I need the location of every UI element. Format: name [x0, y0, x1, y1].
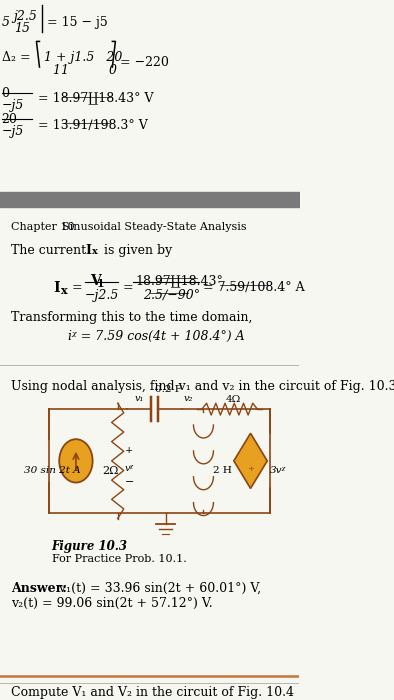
Text: 5: 5 [2, 16, 9, 29]
Text: 4Ω: 4Ω [225, 395, 241, 405]
Text: V: V [89, 274, 100, 288]
Polygon shape [234, 433, 267, 489]
Text: Using nodal analysis, find v₁ and v₂ in the circuit of Fig. 10.3.: Using nodal analysis, find v₁ and v₂ in … [11, 379, 394, 393]
Text: −j2.5: −j2.5 [85, 289, 119, 302]
Text: +: + [125, 446, 134, 455]
Text: = 15 − j5: = 15 − j5 [47, 16, 108, 29]
Text: v₂(t) = 99.06 sin(2t + 57.12°) V.: v₂(t) = 99.06 sin(2t + 57.12°) V. [11, 597, 212, 610]
Text: Answer:: Answer: [11, 582, 67, 594]
Text: Sinusoidal Steady-State Analysis: Sinusoidal Steady-State Analysis [62, 222, 247, 232]
Text: 15: 15 [14, 22, 30, 35]
Text: 18.97∐18.43°: 18.97∐18.43° [135, 274, 223, 287]
Text: 20: 20 [2, 113, 17, 127]
Text: −j5: −j5 [2, 99, 24, 111]
Text: 0: 0 [2, 87, 9, 100]
Text: iᵡ = 7.59 cos(4t + 108.4°) A: iᵡ = 7.59 cos(4t + 108.4°) A [68, 330, 245, 343]
Text: For Practice Prob. 10.1.: For Practice Prob. 10.1. [52, 554, 186, 564]
Text: 1 + j1.5   20: 1 + j1.5 20 [44, 51, 123, 64]
Text: 30 sin 2t A: 30 sin 2t A [24, 466, 81, 475]
Text: 1: 1 [97, 278, 105, 289]
Text: 2Ω: 2Ω [102, 466, 119, 476]
Text: −j5: −j5 [2, 125, 24, 138]
Text: 11          0: 11 0 [53, 64, 117, 77]
Text: x: x [92, 247, 98, 256]
Text: +: + [247, 465, 255, 472]
Text: = 18.97∐18.43° V: = 18.97∐18.43° V [38, 92, 153, 105]
Text: = −220: = −220 [120, 56, 169, 69]
Text: v₁: v₁ [134, 394, 144, 403]
Text: I: I [53, 281, 60, 295]
Text: = 7.59∕108.4° A: = 7.59∕108.4° A [203, 281, 305, 294]
Text: The current: The current [11, 244, 94, 258]
Text: Transforming this to the time domain,: Transforming this to the time domain, [11, 311, 252, 323]
Text: −: − [125, 477, 135, 486]
Text: 2 H: 2 H [213, 466, 231, 475]
Text: = 13.91∕198.3° V: = 13.91∕198.3° V [38, 118, 148, 132]
Text: Compute V₁ and V₂ in the circuit of Fig. 10.4: Compute V₁ and V₂ in the circuit of Fig.… [11, 686, 294, 699]
Text: Δ₂ =: Δ₂ = [2, 51, 30, 64]
Text: vᵡ: vᵡ [125, 464, 134, 473]
Text: is given by: is given by [100, 244, 173, 258]
Circle shape [59, 439, 93, 482]
Text: x: x [61, 285, 67, 296]
Text: Chapter 10: Chapter 10 [11, 222, 74, 232]
Text: 3vᵡ: 3vᵡ [270, 466, 287, 475]
Text: 2.5∕−90°: 2.5∕−90° [143, 289, 200, 302]
Text: =: = [68, 281, 83, 294]
Text: v₂: v₂ [184, 394, 193, 403]
Text: 0.2 F: 0.2 F [155, 386, 182, 395]
Text: j2.5: j2.5 [14, 10, 37, 23]
Text: I: I [85, 244, 91, 258]
Text: Figure 10.3: Figure 10.3 [52, 540, 128, 553]
Text: v₁(t) = 33.96 sin(2t + 60.01°) V,: v₁(t) = 33.96 sin(2t + 60.01°) V, [56, 582, 262, 594]
Text: =: = [123, 281, 134, 294]
